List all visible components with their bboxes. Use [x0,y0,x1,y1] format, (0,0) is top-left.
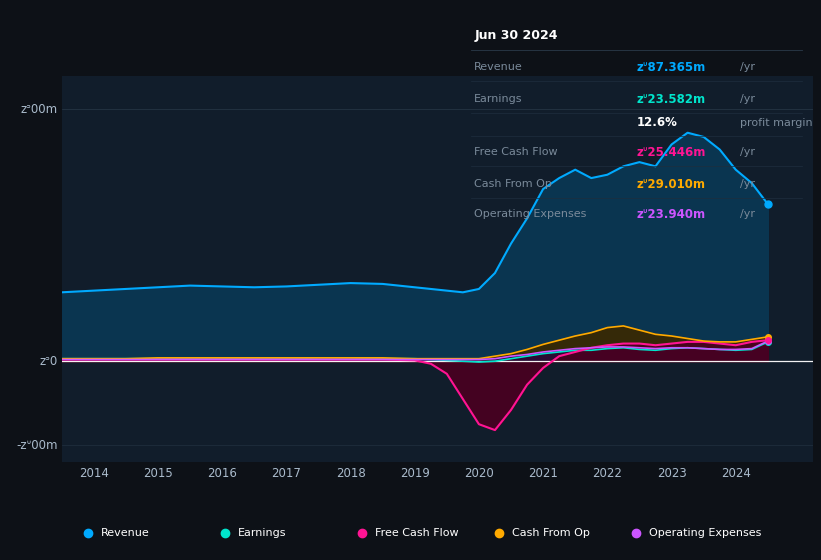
Text: profit margin: profit margin [740,118,812,128]
Text: /yr: /yr [740,62,754,72]
Text: Cash From Op: Cash From Op [475,179,552,189]
Text: /yr: /yr [740,179,754,189]
Text: Earnings: Earnings [238,529,287,538]
Text: zᐡ23.940m: zᐡ23.940m [636,208,705,221]
Text: zᐣ00m: zᐣ00m [21,102,57,116]
Text: Free Cash Flow: Free Cash Flow [375,529,458,538]
Text: Jun 30 2024: Jun 30 2024 [475,29,557,42]
Text: 12.6%: 12.6% [636,116,677,129]
Text: Revenue: Revenue [475,62,523,72]
Text: /yr: /yr [740,209,754,219]
Text: Free Cash Flow: Free Cash Flow [475,147,557,157]
Text: -zᐡ00m: -zᐡ00m [16,438,57,452]
Text: Cash From Op: Cash From Op [512,529,589,538]
Text: Revenue: Revenue [101,529,149,538]
Text: zᐡ87.365m: zᐡ87.365m [636,60,705,74]
Text: zᐡ29.010m: zᐡ29.010m [636,178,705,191]
Text: zᐡ25.446m: zᐡ25.446m [636,146,706,159]
Text: Operating Expenses: Operating Expenses [475,209,586,219]
Text: Earnings: Earnings [475,94,523,104]
Text: zᐣ0: zᐣ0 [39,354,57,368]
Text: /yr: /yr [740,147,754,157]
Text: Operating Expenses: Operating Expenses [649,529,761,538]
Text: /yr: /yr [740,94,754,104]
Text: zᐡ23.582m: zᐡ23.582m [636,92,705,106]
